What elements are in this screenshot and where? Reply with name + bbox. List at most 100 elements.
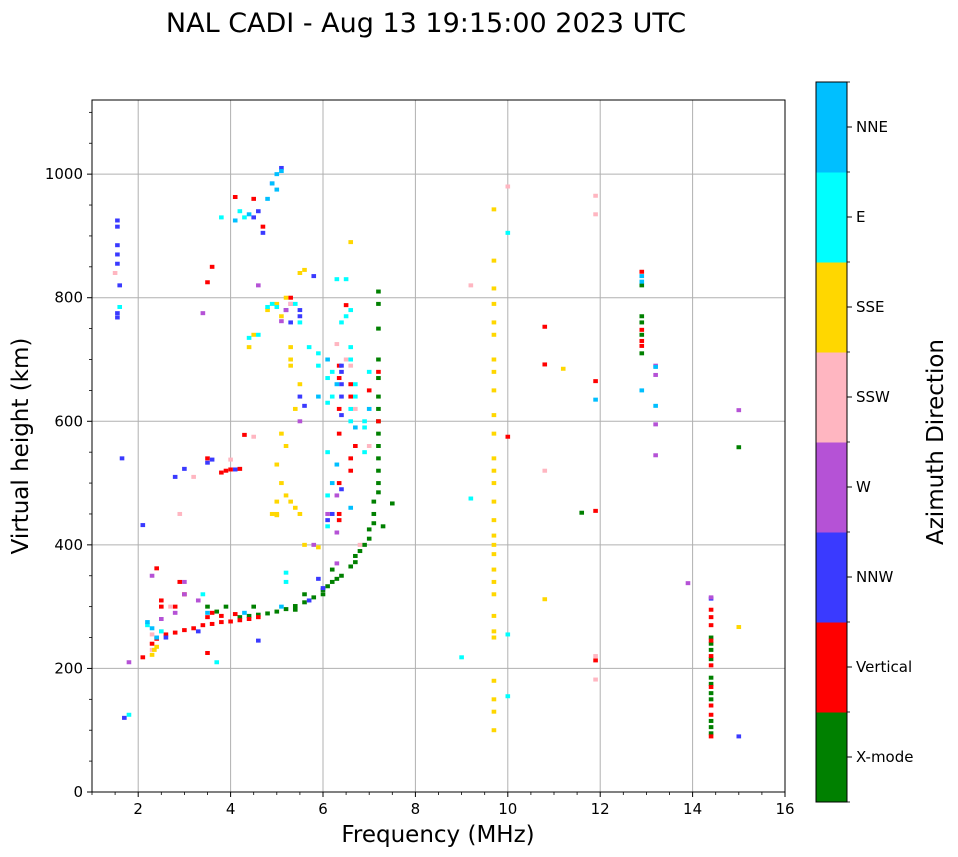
point-ssw <box>149 632 155 637</box>
point-x-mode <box>362 542 367 547</box>
point-w <box>182 592 187 597</box>
point-ssw <box>288 301 293 306</box>
point-e <box>366 369 372 374</box>
point-nne <box>353 425 358 430</box>
point-vertical <box>593 508 598 513</box>
point-e <box>256 332 261 337</box>
point-nnw <box>339 487 344 492</box>
point-vertical <box>251 196 256 201</box>
point-sse <box>302 542 307 547</box>
point-vertical <box>708 703 714 708</box>
point-x-mode <box>357 549 363 554</box>
x-tick-label: 14 <box>683 800 702 818</box>
y-tick-label: 600 <box>54 412 83 430</box>
point-sse <box>246 345 252 350</box>
y-tick-label: 800 <box>54 289 83 307</box>
point-nnw <box>325 518 330 523</box>
point-vertical <box>209 610 215 615</box>
point-w <box>653 372 658 377</box>
point-nne <box>639 274 645 279</box>
point-vertical <box>154 566 159 571</box>
point-sse <box>491 518 497 523</box>
point-nnw <box>115 311 120 316</box>
point-sse <box>283 295 289 300</box>
point-nne <box>274 172 280 177</box>
x-axis-label: Frequency (MHz) <box>341 822 534 848</box>
point-e <box>362 425 367 430</box>
point-vertical <box>639 338 645 343</box>
point-x-mode <box>329 579 335 584</box>
point-ssw <box>149 647 155 652</box>
point-vertical <box>348 456 354 461</box>
point-vertical <box>708 638 714 643</box>
point-x-mode <box>380 524 386 529</box>
point-x-mode <box>251 604 256 609</box>
point-w <box>182 579 187 584</box>
y-axis-label: Virtual height (km) <box>8 338 34 555</box>
point-x-mode <box>376 357 381 362</box>
point-nne <box>334 462 340 467</box>
point-e <box>343 314 349 319</box>
point-e <box>353 394 358 399</box>
point-x-mode <box>237 615 243 620</box>
point-x-mode <box>376 490 381 495</box>
point-sse <box>491 456 497 461</box>
point-nnw <box>260 230 266 235</box>
point-x-mode <box>736 445 742 450</box>
point-e <box>353 382 358 387</box>
point-sse <box>149 652 155 657</box>
point-vertical <box>205 456 210 461</box>
point-nne <box>274 187 280 192</box>
point-vertical <box>336 481 342 486</box>
point-vertical <box>348 382 354 387</box>
point-vertical <box>232 195 238 200</box>
point-nne <box>639 279 645 284</box>
point-nnw <box>232 467 238 472</box>
point-nnw <box>297 308 303 313</box>
point-vertical <box>376 419 381 424</box>
point-x-mode <box>376 394 381 399</box>
point-vertical <box>336 406 342 411</box>
point-x-mode <box>708 635 714 640</box>
point-ssw <box>357 542 363 547</box>
point-ssw <box>353 406 358 411</box>
point-e <box>265 304 270 309</box>
point-w <box>159 617 164 621</box>
point-x-mode <box>292 604 298 609</box>
point-w <box>736 408 742 413</box>
point-x-mode <box>205 604 210 609</box>
point-x-mode <box>708 657 714 662</box>
point-x-mode <box>302 600 307 605</box>
point-ssw <box>168 604 173 609</box>
point-sse <box>265 308 270 313</box>
x-axis-ticks: 2 4 6 8 10 12 14 16 <box>91 792 795 818</box>
point-x-mode <box>376 406 381 411</box>
point-w <box>200 311 206 316</box>
point-e <box>325 450 330 455</box>
colorbar-label: W <box>856 478 871 496</box>
point-nnw <box>122 715 127 720</box>
point-w <box>334 561 340 566</box>
point-nne <box>232 218 238 223</box>
point-x-mode <box>639 351 645 356</box>
point-sse <box>292 406 298 411</box>
point-ssw <box>348 363 354 368</box>
x-tick-label: 10 <box>498 800 517 818</box>
plot-area <box>92 100 785 792</box>
point-e <box>242 215 247 220</box>
point-ssw <box>468 283 474 288</box>
point-sse <box>491 542 497 547</box>
colorbar-segment <box>816 82 847 173</box>
point-sse <box>297 382 303 387</box>
point-nnw <box>205 460 210 465</box>
point-vertical <box>191 626 196 631</box>
point-x-mode <box>329 567 335 572</box>
point-ssw <box>112 271 118 275</box>
point-x-mode <box>246 613 252 618</box>
point-sse <box>491 635 497 640</box>
point-ssw <box>542 468 548 473</box>
point-nne <box>653 403 658 408</box>
point-sse <box>283 493 289 498</box>
point-vertical <box>172 630 178 635</box>
point-nnw <box>115 261 120 266</box>
